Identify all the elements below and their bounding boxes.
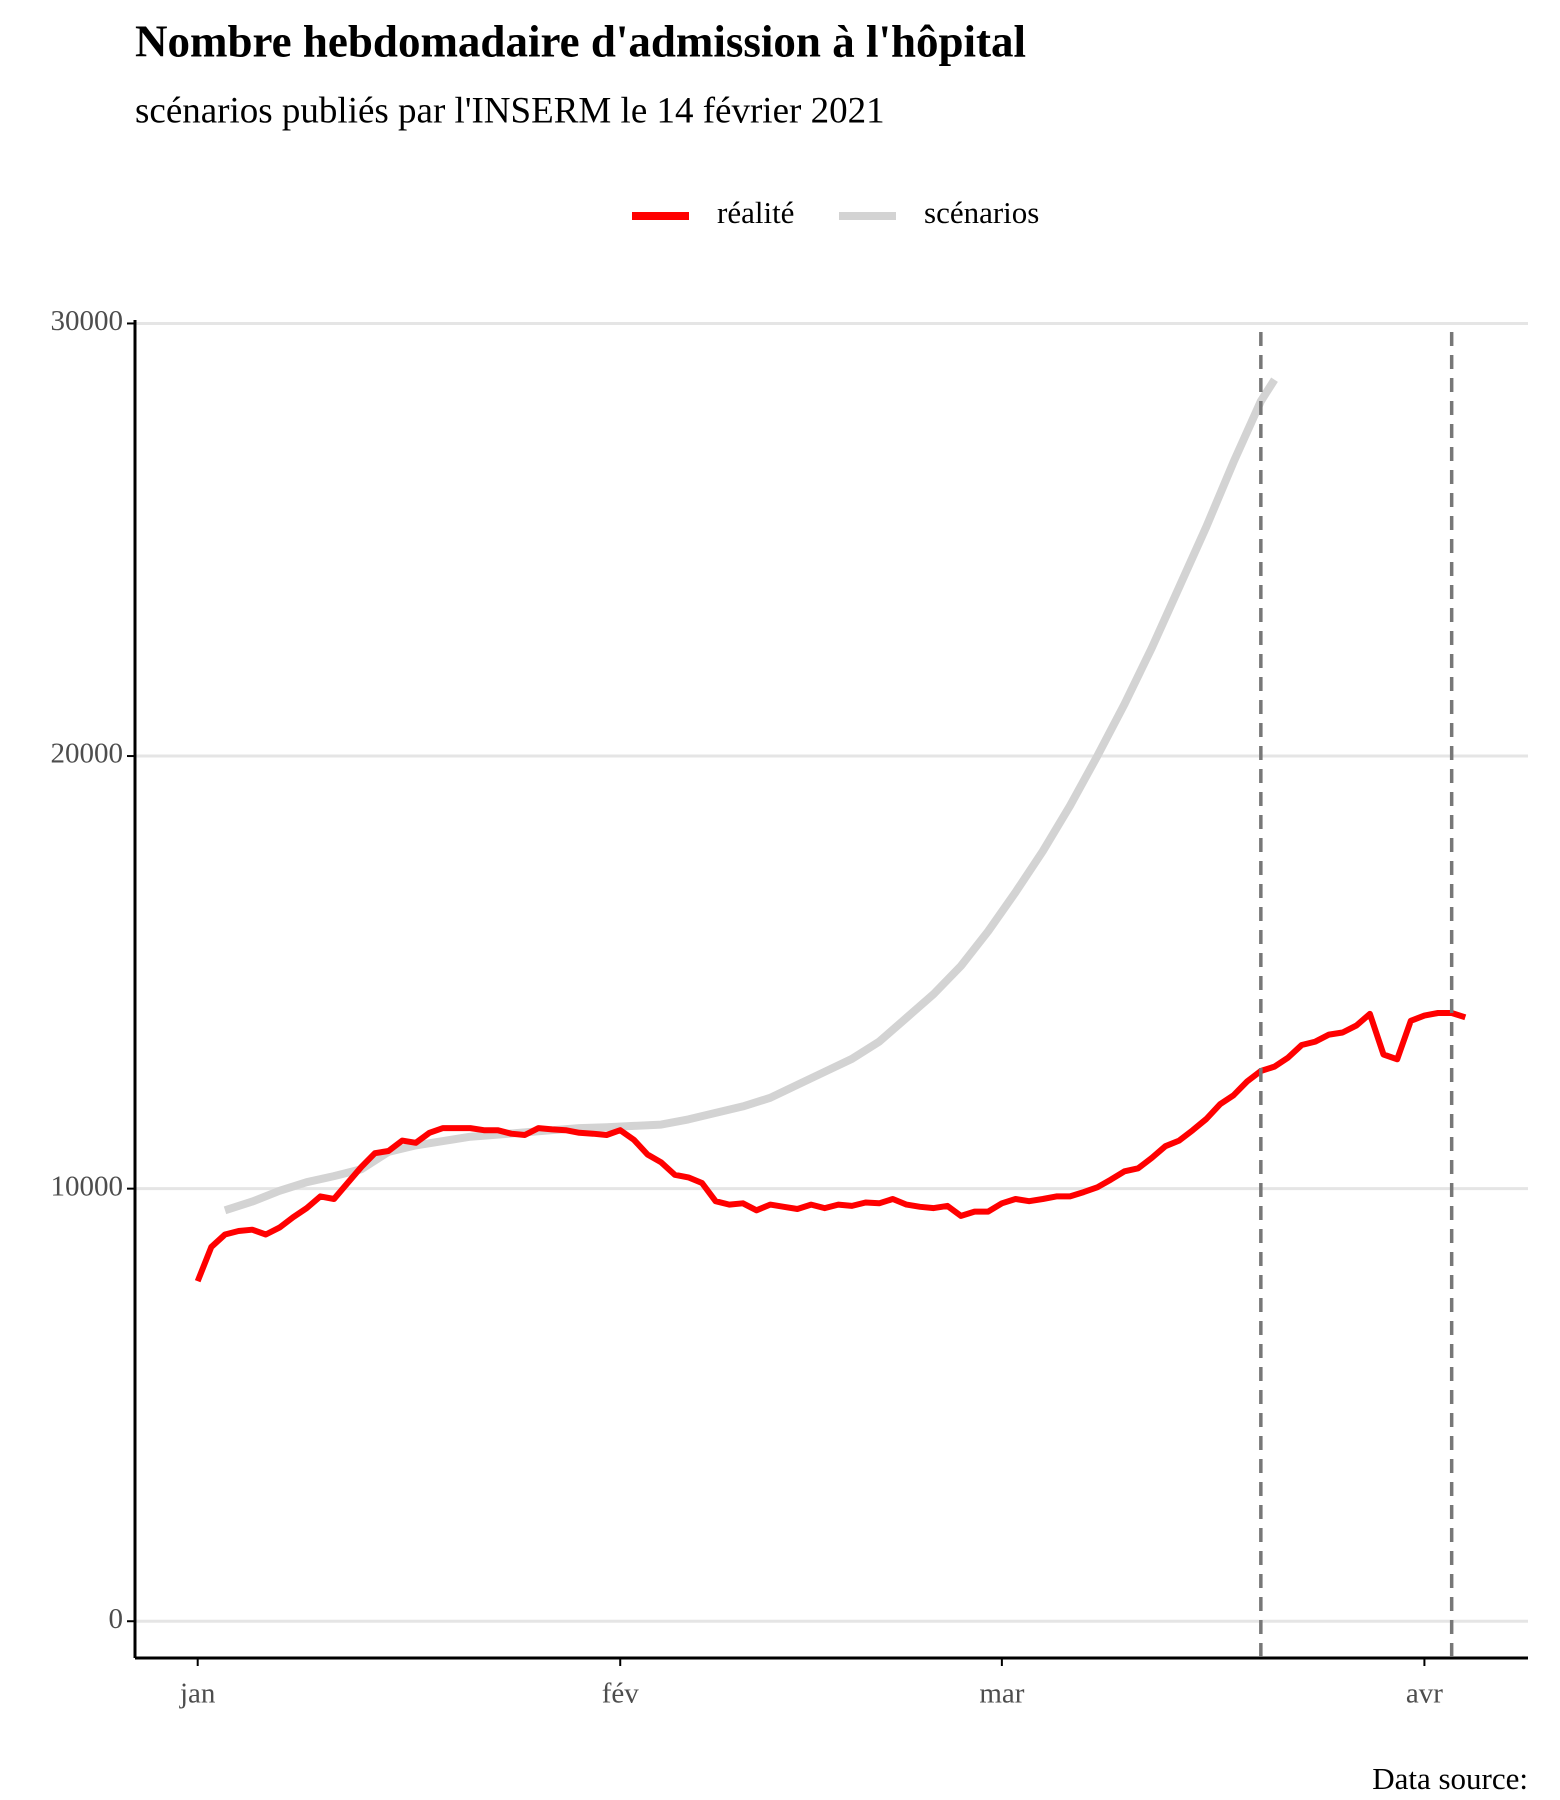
y-tick-label: 30000 [51, 305, 124, 337]
legend-label: scénarios [924, 195, 1039, 230]
x-tick-label: avr [1406, 1678, 1443, 1710]
series-line [223, 377, 1278, 1215]
x-tick-label: mar [979, 1678, 1024, 1710]
x-tick-label: jan [179, 1678, 216, 1710]
caption: Data source: [1372, 1761, 1528, 1796]
legend-label: réalité [717, 195, 794, 230]
x-tick-label: fév [602, 1678, 640, 1710]
y-tick-label: 20000 [51, 738, 124, 770]
y-tick-label: 0 [109, 1603, 124, 1635]
chart-subtitle: scénarios publiés par l'INSERM le 14 fév… [135, 90, 885, 131]
y-tick-label: 10000 [51, 1170, 124, 1202]
chart-title: Nombre hebdomadaire d'admission à l'hôpi… [135, 16, 1026, 66]
series-line [194, 1010, 1467, 1283]
